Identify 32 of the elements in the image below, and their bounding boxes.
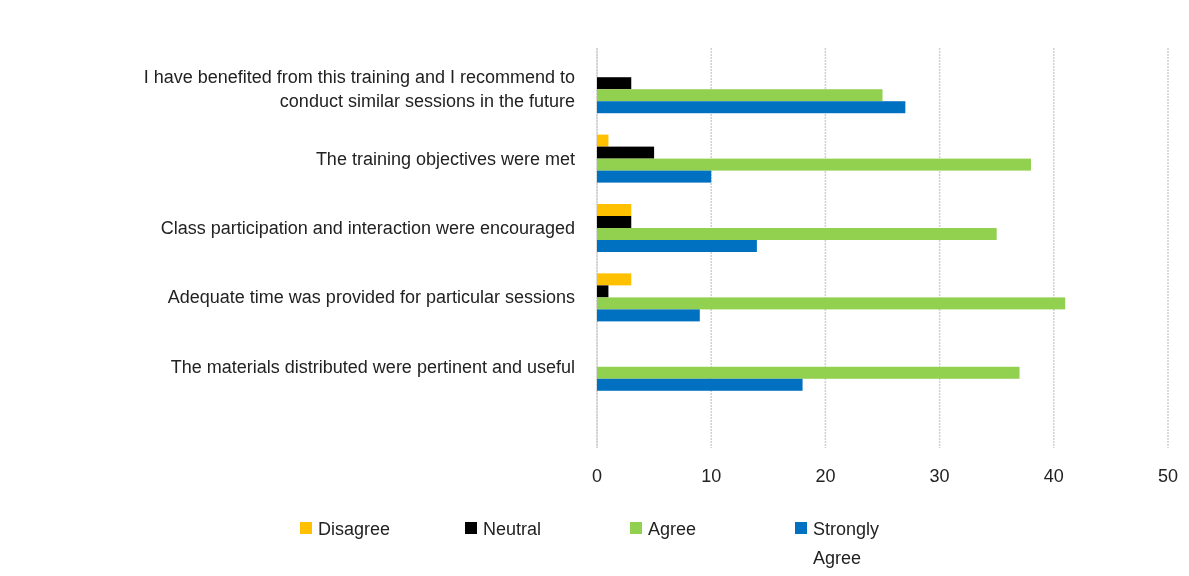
bar (597, 285, 609, 298)
bar (597, 240, 757, 252)
y-tick-label: Class participation and interaction were encouraged (160, 218, 575, 238)
bar (597, 101, 906, 114)
x-tick-label: 50 (1157, 466, 1179, 486)
legend-label: Agree (648, 519, 697, 539)
y-tick-label: The materials distributed were pertinent and useful (170, 356, 575, 377)
bar (597, 297, 1066, 310)
bar (597, 134, 609, 147)
bar (597, 146, 655, 159)
x-tick-label: 30 (929, 466, 950, 486)
bar (597, 216, 632, 228)
bar (597, 170, 712, 183)
bar (597, 158, 1031, 171)
y-tick-label: The training objectives were met (315, 148, 575, 169)
bar (597, 77, 632, 90)
bar (597, 89, 883, 102)
x-tick-label: 20 (815, 466, 836, 486)
bar (597, 204, 632, 216)
x-tick-label: 0 (591, 466, 603, 486)
x-tick-label: 10 (701, 466, 722, 486)
bar (597, 309, 700, 322)
y-tick-label: Adequate time was provided for particular sessions (167, 287, 575, 308)
legend-label: Disagree (318, 519, 391, 539)
legend-label: Strongly Agree (813, 519, 880, 568)
y-tick-label: I have benefited from this training and I recommend to conduct similar sessions in the future (143, 67, 575, 112)
bar (597, 378, 803, 391)
x-tick-label: 40 (1043, 466, 1064, 486)
legend-label: Neutral (483, 519, 542, 539)
bar (597, 366, 1020, 379)
bar (597, 273, 632, 286)
bar (597, 228, 997, 240)
